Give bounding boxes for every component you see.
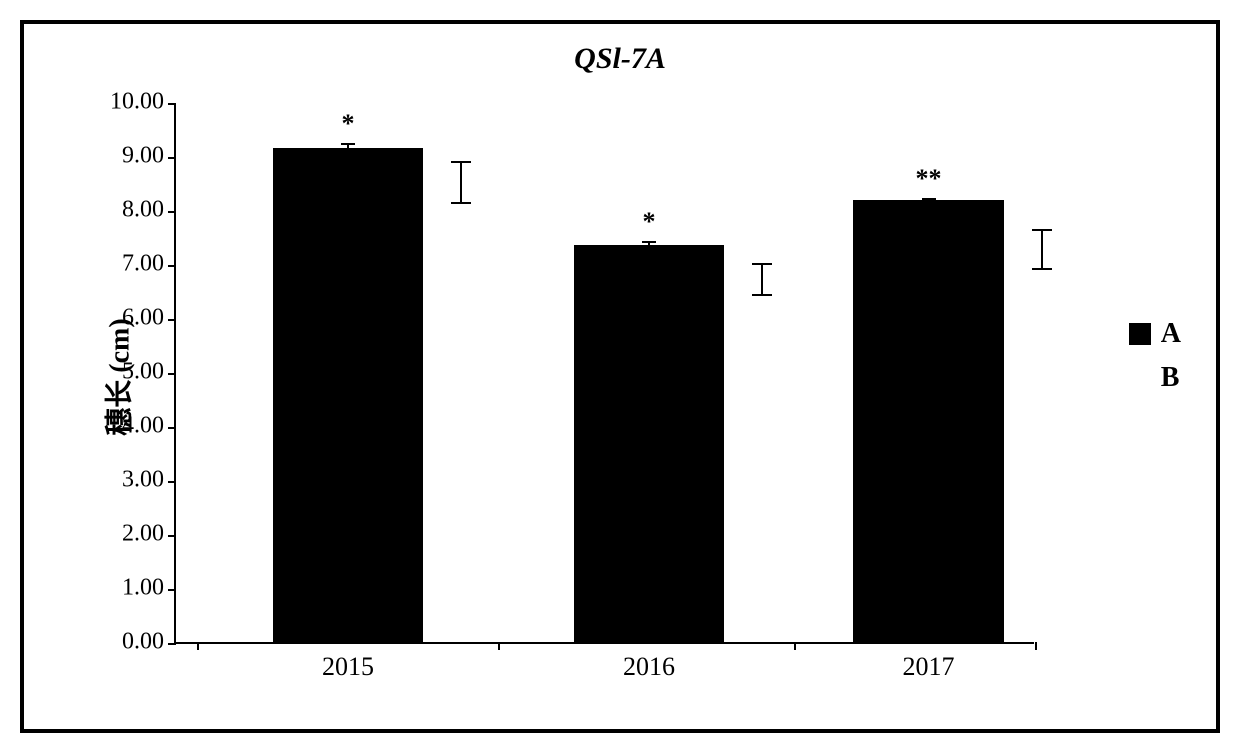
x-category-label: 2015: [322, 652, 374, 682]
legend-item-a: A: [1129, 318, 1181, 350]
y-tick-mark: [168, 589, 176, 591]
y-tick-mark: [168, 211, 176, 213]
y-tick-label: 8.00: [122, 197, 164, 224]
significance-label: *: [643, 207, 656, 237]
legend-label-a: A: [1161, 318, 1181, 350]
y-tick-label: 9.00: [122, 143, 164, 170]
x-tick-mark: [197, 642, 199, 650]
chart-frame: QSl-7A 穗长 (cm) 0.001.002.003.004.005.006…: [20, 20, 1220, 733]
y-tick-label: 6.00: [122, 305, 164, 332]
bar-series-a: [273, 148, 424, 642]
y-tick-mark: [168, 427, 176, 429]
y-tick-label: 0.00: [122, 629, 164, 656]
significance-label: **: [916, 164, 942, 194]
y-tick-label: 7.00: [122, 251, 164, 278]
error-bar-b: [451, 161, 471, 204]
error-bar-b: [752, 263, 772, 295]
x-category-label: 2016: [623, 652, 675, 682]
legend-swatch-a: [1129, 323, 1151, 345]
significance-label: *: [342, 109, 355, 139]
y-tick-label: 5.00: [122, 359, 164, 386]
legend-label-b: B: [1161, 362, 1180, 394]
y-tick-mark: [168, 535, 176, 537]
error-bar-a: [341, 143, 355, 149]
y-tick-label: 3.00: [122, 467, 164, 494]
plot-area: 0.001.002.003.004.005.006.007.008.009.00…: [174, 104, 1034, 644]
x-tick-mark: [794, 642, 796, 650]
y-tick-label: 2.00: [122, 521, 164, 548]
x-tick-mark: [1035, 642, 1037, 650]
error-bar-a: [922, 198, 936, 202]
chart-title: QSl-7A: [574, 42, 666, 76]
bar-series-a: [574, 245, 725, 642]
y-tick-label: 4.00: [122, 413, 164, 440]
x-category-label: 2017: [903, 652, 955, 682]
y-tick-mark: [168, 103, 176, 105]
legend: A B: [1129, 318, 1181, 406]
bar-series-a: [853, 200, 1004, 642]
y-tick-label: 10.00: [110, 89, 164, 116]
y-tick-mark: [168, 319, 176, 321]
y-tick-mark: [168, 481, 176, 483]
x-tick-mark: [498, 642, 500, 650]
error-bar-b: [1032, 229, 1052, 270]
y-tick-mark: [168, 373, 176, 375]
y-tick-mark: [168, 157, 176, 159]
error-bar-a: [642, 241, 656, 247]
legend-swatch-b: [1129, 367, 1151, 389]
y-tick-mark: [168, 265, 176, 267]
legend-item-b: B: [1129, 362, 1181, 394]
y-tick-label: 1.00: [122, 575, 164, 602]
y-tick-mark: [168, 643, 176, 645]
